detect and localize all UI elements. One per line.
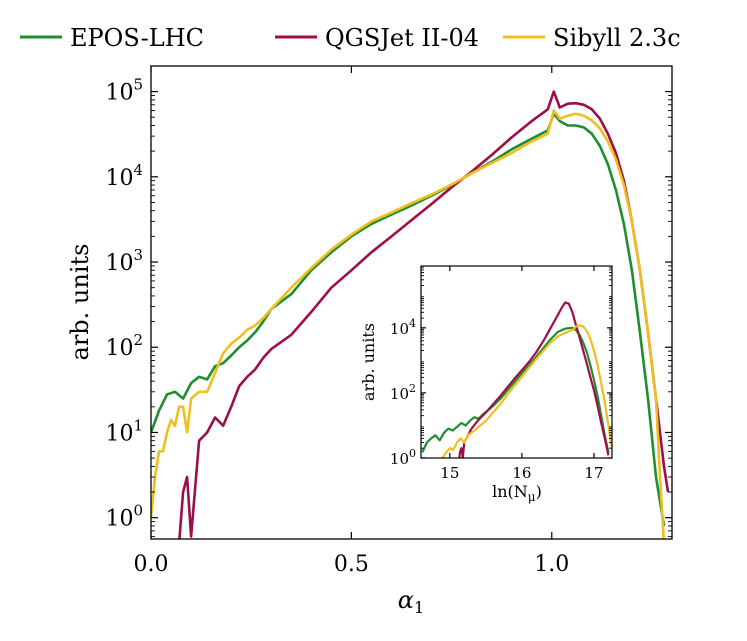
main-y-axis-title: arb. units [66,244,94,361]
main-plot-frame [150,65,673,540]
legend: EPOS-LHC QGSJet II-04 Sibyll 2.3c [20,24,681,52]
main-x-tick-label: 1.0 [534,552,569,577]
inset-series-epos-lhc [421,326,610,453]
main-series-sibyll-2-3c [151,109,666,539]
legend-label-sibyll: Sibyll 2.3c [553,24,681,52]
main-y-tick-label: 101 [105,416,143,446]
inset-x-tick-label: 15 [440,464,459,482]
inset-plot-frame [420,265,613,459]
inset-background [421,266,612,458]
inset-series-group [421,301,612,458]
main-series-epos-lhc [151,112,666,527]
main-y-tick-label: 105 [105,76,143,106]
legend-label-qgsjet: QGSJet II-04 [325,24,479,52]
main-x-tick-label: 0.0 [134,552,169,577]
inset-axis-ticks: 15 16 17 100 102 104 [390,266,612,482]
main-x-axis-title: α1 [398,586,424,617]
main-x-tick-label: 0.5 [334,552,369,577]
inset-x-tick-label: 16 [512,464,531,482]
inset-series-qgsjet-ii-04 [458,301,610,458]
main-y-tick-label: 102 [105,331,143,361]
inset-series-sibyll-2-3c [441,324,612,458]
inset-y-tick-label: 102 [390,382,416,403]
main-y-tick-label: 103 [105,246,143,276]
inset-y-axis-title: arb. units [359,323,378,401]
inset-y-tick-label: 100 [390,447,416,468]
inset-y-tick-label: 104 [390,317,416,338]
main-y-tick-label: 100 [105,502,143,532]
inset-plot: 15 16 17 100 102 104 arb. units ln(Nμ) [359,265,613,504]
main-series-group [151,90,670,539]
legend-label-epos: EPOS-LHC [70,24,204,52]
main-plot: 0.0 0.5 1.0 100 101 102 103 104 105 arb. units α… [66,65,673,617]
inset-x-axis-title: ln(Nμ) [492,482,542,504]
main-axis-ticks: 0.0 0.5 1.0 100 101 102 103 104 105 [105,66,672,577]
inset-x-tick-label: 17 [584,464,603,482]
main-y-tick-label: 104 [105,161,143,191]
main-series-qgsjet-ii-04 [178,90,670,539]
